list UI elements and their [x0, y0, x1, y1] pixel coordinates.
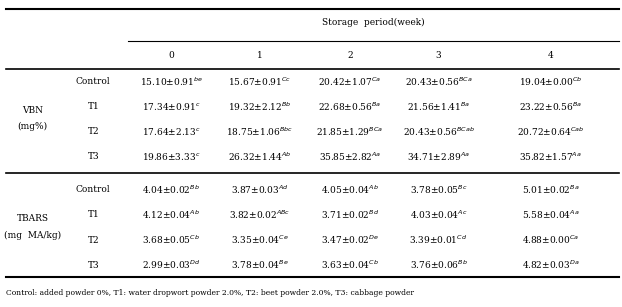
Text: T2: T2	[88, 235, 99, 245]
Text: 35.85±2.82$^{Aa}$: 35.85±2.82$^{Aa}$	[318, 151, 381, 163]
Text: 4.05±0.04$^{Ab}$: 4.05±0.04$^{Ab}$	[321, 184, 379, 196]
Text: 17.64±2.13$^{c}$: 17.64±2.13$^{c}$	[142, 126, 200, 137]
Text: 17.34±0.91$^{c}$: 17.34±0.91$^{c}$	[142, 101, 200, 112]
Text: 20.43±0.56$^{BCa}$: 20.43±0.56$^{BCa}$	[405, 75, 472, 87]
Text: 4.04±0.02$^{Bb}$: 4.04±0.02$^{Bb}$	[142, 184, 200, 196]
Text: T2: T2	[88, 127, 99, 136]
Text: VBN: VBN	[22, 106, 43, 115]
Text: Control: Control	[76, 77, 111, 86]
Text: 3.35±0.04$^{Ce}$: 3.35±0.04$^{Ce}$	[231, 234, 289, 246]
Text: (mg  MA/kg): (mg MA/kg)	[4, 231, 61, 239]
Text: 19.04±0.00$^{Cb}$: 19.04±0.00$^{Cb}$	[519, 75, 582, 87]
Text: 2: 2	[347, 51, 353, 60]
Text: 4.88±0.00$^{Ca}$: 4.88±0.00$^{Ca}$	[522, 234, 579, 246]
Text: Control: added powder 0%, T1: water dropwort powder 2.0%, T2: beet powder 2.0%, : Control: added powder 0%, T1: water drop…	[6, 289, 414, 297]
Text: T3: T3	[88, 152, 99, 161]
Text: 15.10±0.91$^{be}$: 15.10±0.91$^{be}$	[139, 75, 203, 87]
Text: 3.82±0.02$^{ABc}$: 3.82±0.02$^{ABc}$	[229, 209, 290, 221]
Text: 20.42±1.07$^{Ca}$: 20.42±1.07$^{Ca}$	[318, 75, 381, 87]
Text: 22.68±0.56$^{Ba}$: 22.68±0.56$^{Ba}$	[318, 100, 381, 113]
Text: 1: 1	[257, 51, 262, 60]
Text: 35.82±1.57$^{Aa}$: 35.82±1.57$^{Aa}$	[519, 151, 582, 163]
Text: 2.0%: 2.0%	[6, 306, 26, 307]
Text: T1: T1	[88, 210, 99, 220]
Text: 20.43±0.56$^{BCab}$: 20.43±0.56$^{BCab}$	[402, 126, 475, 138]
Text: 5.01±0.02$^{Ba}$: 5.01±0.02$^{Ba}$	[522, 184, 579, 196]
Text: 3.78±0.04$^{Be}$: 3.78±0.04$^{Be}$	[231, 259, 289, 271]
Text: 3.78±0.05$^{Bc}$: 3.78±0.05$^{Bc}$	[410, 184, 467, 196]
Text: 20.72±0.64$^{Cab}$: 20.72±0.64$^{Cab}$	[517, 126, 584, 138]
Text: 19.86±3.33$^{c}$: 19.86±3.33$^{c}$	[142, 151, 200, 162]
Text: 4.12±0.04$^{Ab}$: 4.12±0.04$^{Ab}$	[142, 209, 200, 221]
Text: 4.82±0.03$^{Da}$: 4.82±0.03$^{Da}$	[522, 259, 579, 271]
Text: 0: 0	[168, 51, 174, 60]
Text: 23.22±0.56$^{Ba}$: 23.22±0.56$^{Ba}$	[519, 100, 582, 113]
Text: 2.99±0.03$^{Dd}$: 2.99±0.03$^{Dd}$	[142, 259, 200, 271]
Text: 26.32±1.44$^{Ab}$: 26.32±1.44$^{Ab}$	[228, 151, 292, 163]
Text: T3: T3	[88, 261, 99, 270]
Text: 21.85±1.29$^{BCa}$: 21.85±1.29$^{BCa}$	[317, 126, 383, 138]
Text: Storage  period(week): Storage period(week)	[322, 18, 424, 27]
Text: 3.76±0.06$^{Bb}$: 3.76±0.06$^{Bb}$	[410, 259, 467, 271]
Text: 4.03±0.04$^{Ac}$: 4.03±0.04$^{Ac}$	[410, 209, 467, 221]
Text: 3.47±0.02$^{De}$: 3.47±0.02$^{De}$	[321, 234, 379, 246]
Text: 15.67±0.91$^{Cc}$: 15.67±0.91$^{Cc}$	[228, 75, 291, 87]
Text: 3.68±0.05$^{Cb}$: 3.68±0.05$^{Cb}$	[142, 234, 200, 246]
Text: 3.63±0.04$^{Cb}$: 3.63±0.04$^{Cb}$	[321, 259, 379, 271]
Text: 3: 3	[435, 51, 442, 60]
Text: TBARS: TBARS	[17, 214, 49, 223]
Text: T1: T1	[88, 102, 99, 111]
Text: 3.71±0.02$^{Bd}$: 3.71±0.02$^{Bd}$	[321, 209, 379, 221]
Text: 18.75±1.06$^{Bbc}$: 18.75±1.06$^{Bbc}$	[226, 126, 293, 138]
Text: 19.32±2.12$^{Bb}$: 19.32±2.12$^{Bb}$	[228, 100, 292, 113]
Text: 3.39±0.01$^{Cd}$: 3.39±0.01$^{Cd}$	[409, 234, 468, 246]
Text: 3.87±0.03$^{Ad}$: 3.87±0.03$^{Ad}$	[231, 184, 289, 196]
Text: Control: Control	[76, 185, 111, 194]
Text: (mg%): (mg%)	[17, 122, 48, 131]
Text: 5.58±0.04$^{Aa}$: 5.58±0.04$^{Aa}$	[522, 209, 579, 221]
Text: 21.56±1.41$^{Ba}$: 21.56±1.41$^{Ba}$	[407, 100, 470, 113]
Text: 34.71±2.89$^{Aa}$: 34.71±2.89$^{Aa}$	[407, 151, 470, 163]
Text: 4: 4	[547, 51, 554, 60]
